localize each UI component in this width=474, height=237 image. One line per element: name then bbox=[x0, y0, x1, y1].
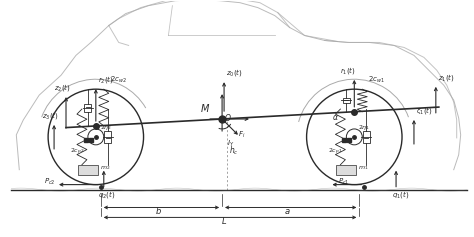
Text: $M$: $M$ bbox=[200, 102, 210, 114]
Text: $q_2(t)$: $q_2(t)$ bbox=[98, 188, 115, 200]
Text: $z_3(t)$: $z_3(t)$ bbox=[42, 110, 59, 121]
Text: $m_1$: $m_1$ bbox=[358, 164, 369, 172]
Text: $2c_{w2}$: $2c_{w2}$ bbox=[110, 75, 127, 85]
Text: $F_i$: $F_i$ bbox=[238, 130, 246, 140]
Text: $r_2(t)$: $r_2(t)$ bbox=[98, 74, 114, 85]
Text: $b$: $b$ bbox=[155, 205, 162, 216]
Bar bbox=[104, 131, 111, 143]
Text: $2c_{p2}$: $2c_{p2}$ bbox=[70, 146, 84, 157]
Text: $2c_{p1}$: $2c_{p1}$ bbox=[328, 146, 343, 157]
Text: $h_c$: $h_c$ bbox=[229, 145, 239, 157]
Text: $L$: $L$ bbox=[221, 215, 227, 226]
Text: $2\eta_2$: $2\eta_2$ bbox=[100, 123, 112, 132]
Text: $\alpha$: $\alpha$ bbox=[332, 113, 339, 122]
Text: $2\eta_1$: $2\eta_1$ bbox=[358, 123, 371, 132]
Text: $\xi_1(t)$: $\xi_1(t)$ bbox=[416, 105, 433, 116]
Text: $z_1(t)$: $z_1(t)$ bbox=[438, 72, 455, 83]
Bar bbox=[84, 104, 91, 112]
Text: $z_0(t)$: $z_0(t)$ bbox=[226, 67, 243, 78]
Text: $q_1(t)$: $q_1(t)$ bbox=[392, 188, 410, 200]
Bar bbox=[363, 131, 370, 143]
Text: $2c_{w1}$: $2c_{w1}$ bbox=[368, 75, 385, 85]
Bar bbox=[78, 165, 98, 175]
Text: $P_{c2}$: $P_{c2}$ bbox=[44, 176, 55, 187]
Text: $z_2(t)$: $z_2(t)$ bbox=[54, 82, 71, 93]
Text: $m_2$: $m_2$ bbox=[100, 164, 110, 172]
Bar bbox=[343, 98, 350, 103]
Text: $O$: $O$ bbox=[224, 112, 232, 123]
Text: $I_Y$: $I_Y$ bbox=[227, 139, 235, 149]
Text: $P_{c1}$: $P_{c1}$ bbox=[338, 176, 350, 187]
Text: $r_1(t)$: $r_1(t)$ bbox=[340, 65, 356, 76]
Bar bbox=[337, 165, 356, 175]
Text: $a$: $a$ bbox=[284, 207, 291, 216]
